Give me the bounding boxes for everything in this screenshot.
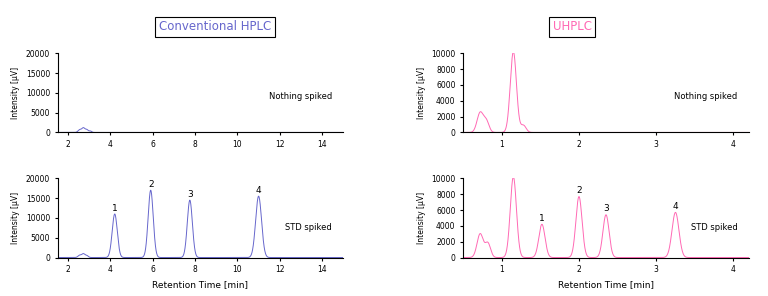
Text: 4: 4 <box>673 202 678 211</box>
Y-axis label: Intensity [μV]: Intensity [μV] <box>417 67 425 119</box>
Text: Nothing spiked: Nothing spiked <box>674 92 737 101</box>
Y-axis label: Intensity [μV]: Intensity [μV] <box>12 192 20 244</box>
Text: UHPLC: UHPLC <box>553 20 591 33</box>
Text: 3: 3 <box>187 190 193 199</box>
Text: 4: 4 <box>256 186 261 195</box>
Text: 1: 1 <box>539 214 545 223</box>
Y-axis label: Intensity [μV]: Intensity [μV] <box>12 67 20 119</box>
X-axis label: Retention Time [min]: Retention Time [min] <box>152 280 248 289</box>
Y-axis label: Intensity [μV]: Intensity [μV] <box>417 192 425 244</box>
Text: Nothing spiked: Nothing spiked <box>269 92 332 101</box>
Text: STD spiked: STD spiked <box>690 223 737 232</box>
Text: Conventional HPLC: Conventional HPLC <box>159 20 271 33</box>
X-axis label: Retention Time [min]: Retention Time [min] <box>558 280 654 289</box>
Text: 1: 1 <box>112 204 118 213</box>
Text: 2: 2 <box>576 186 582 195</box>
Text: 3: 3 <box>603 204 609 213</box>
Text: STD spiked: STD spiked <box>285 223 332 232</box>
Text: 2: 2 <box>148 180 154 189</box>
